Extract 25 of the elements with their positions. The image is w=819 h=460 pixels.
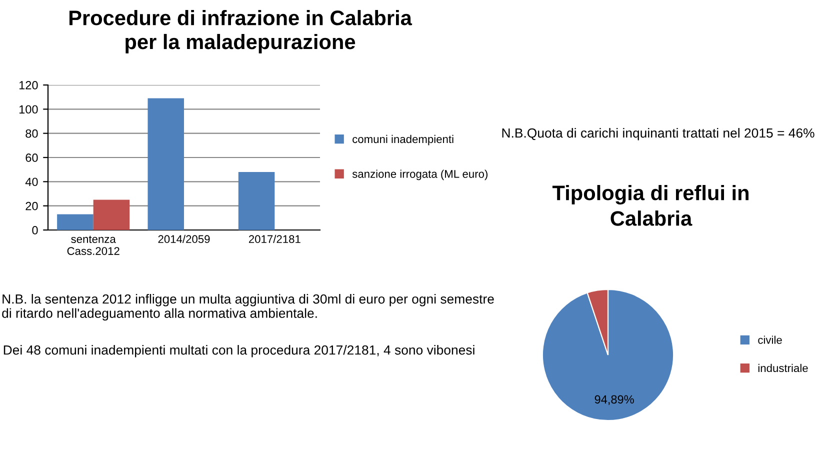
chart-title: Procedure di infrazione in Calabria per la maladepurazione <box>69 10 412 54</box>
y-tick-label: 100 <box>19 105 38 114</box>
y-tick-label: 80 <box>26 129 38 138</box>
legend-label: comuni inadempienti <box>352 134 454 146</box>
legend-label: civile <box>758 336 782 344</box>
data-label: 94,89% <box>594 395 634 405</box>
y-tick-label: 40 <box>25 178 38 186</box>
bar <box>93 200 130 230</box>
text: N.B.Quota di carichi inquinanti trattati nel 2015 = 46% <box>502 128 814 140</box>
pie-slice <box>542 288 674 422</box>
x-tick-label: sentenza Cass.2012 <box>67 236 120 255</box>
chart-title: Tipologia di reflui in Calabria <box>552 185 748 226</box>
legend-label: sanzione irrogata (ML euro) <box>352 170 488 180</box>
x-tick-label: 2014/2059 <box>158 234 210 244</box>
y-tick-label: 0 <box>32 226 38 234</box>
y-tick-label: 20 <box>26 202 38 210</box>
bar <box>148 98 184 230</box>
y-tick-label: 60 <box>26 154 38 162</box>
text: Dei 48 comuni inadempienti multati con la procedura 2017/2181, 4 sono vibonesi <box>4 345 474 358</box>
bar <box>57 214 94 230</box>
legend-label: industriale <box>758 364 808 372</box>
bar <box>238 172 275 230</box>
x-tick-label: 2017/2181 <box>248 234 300 244</box>
text: N.B. la sentenza 2012 infligge un multa aggiuntiva di 30ml di euro per ogni semestre di ritardo nell'adeguamento alla normativa ambientale. <box>2 294 494 321</box>
y-tick-label: 120 <box>19 81 38 90</box>
